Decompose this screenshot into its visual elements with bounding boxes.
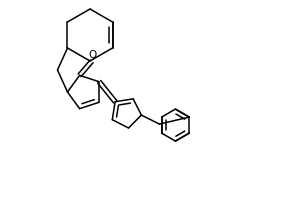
Text: O: O [88, 50, 96, 60]
